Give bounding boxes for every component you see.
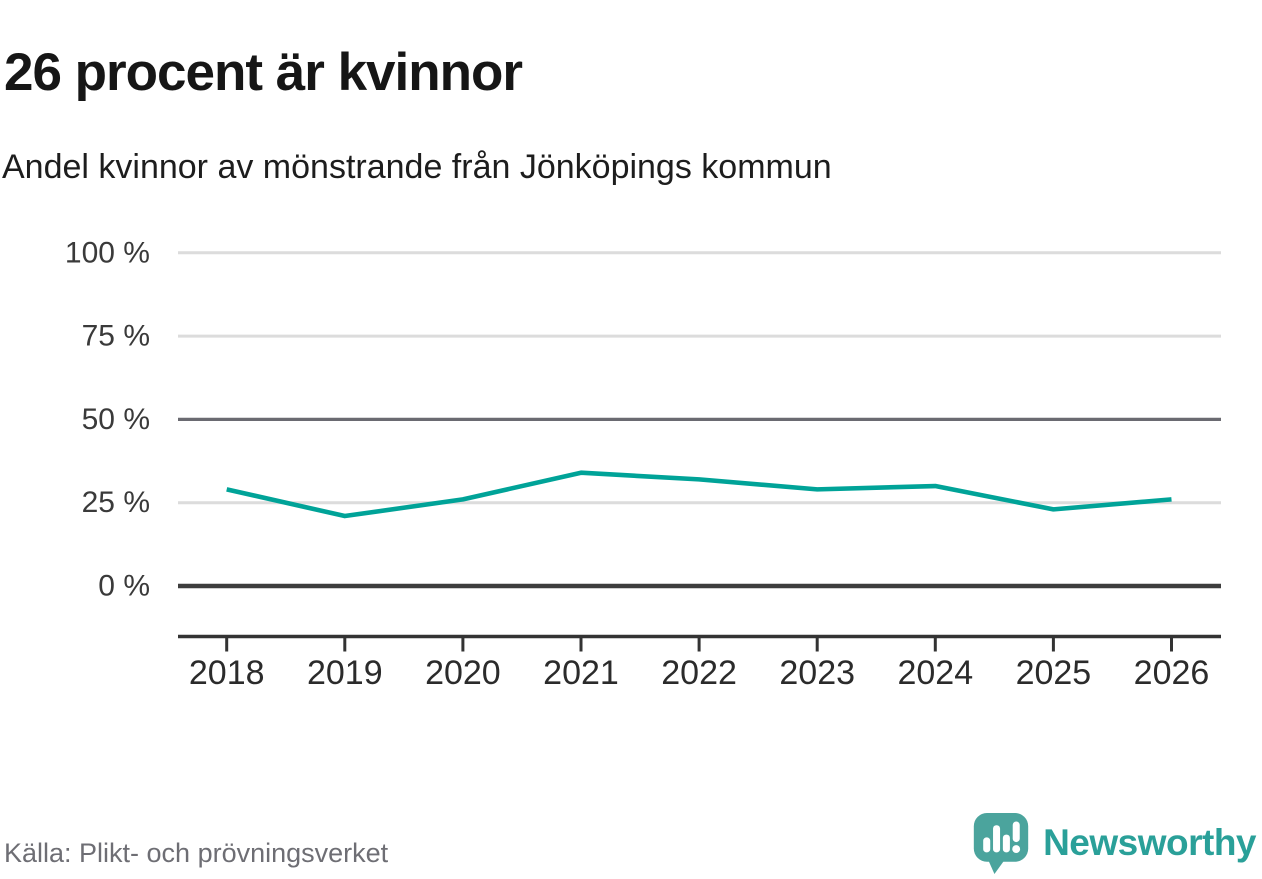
chart-subtitle: Andel kvinnor av mönstrande från Jönköpi… (2, 148, 832, 186)
x-tick-label: 2025 (1016, 654, 1092, 692)
x-tick-label: 2022 (661, 654, 737, 692)
x-tick-label: 2020 (425, 654, 501, 692)
newsworthy-wordmark: Newsworthy (1043, 822, 1256, 863)
x-tick-label: 2021 (543, 654, 619, 692)
x-tick-label: 2024 (897, 654, 973, 692)
source-note: Källa: Plikt- och prövningsverket (4, 838, 389, 868)
data-line (226, 470, 1172, 519)
x-tick-label: 2023 (779, 654, 855, 692)
y-tick-label: 25 % (82, 486, 150, 519)
x-tick-label: 2026 (1134, 654, 1210, 692)
line-chart-canvas: 100 % 75 % 50 % 25 % 0 % 2018 2019 2020 2021 2022… (65, 236, 1221, 692)
y-tick-label: 75 % (82, 320, 150, 353)
x-tick-label: 2019 (307, 654, 383, 692)
newsworthy-logo: Newsworthy (971, 810, 1256, 876)
chart-title: 26 procent är kvinnor (4, 42, 523, 102)
newsworthy-logo-icon (973, 813, 1029, 874)
x-tick-label: 2018 (189, 654, 265, 692)
y-tick-label: 50 % (82, 403, 150, 436)
y-tick-label: 100 % (65, 236, 150, 269)
y-tick-label: 0 % (98, 570, 150, 603)
